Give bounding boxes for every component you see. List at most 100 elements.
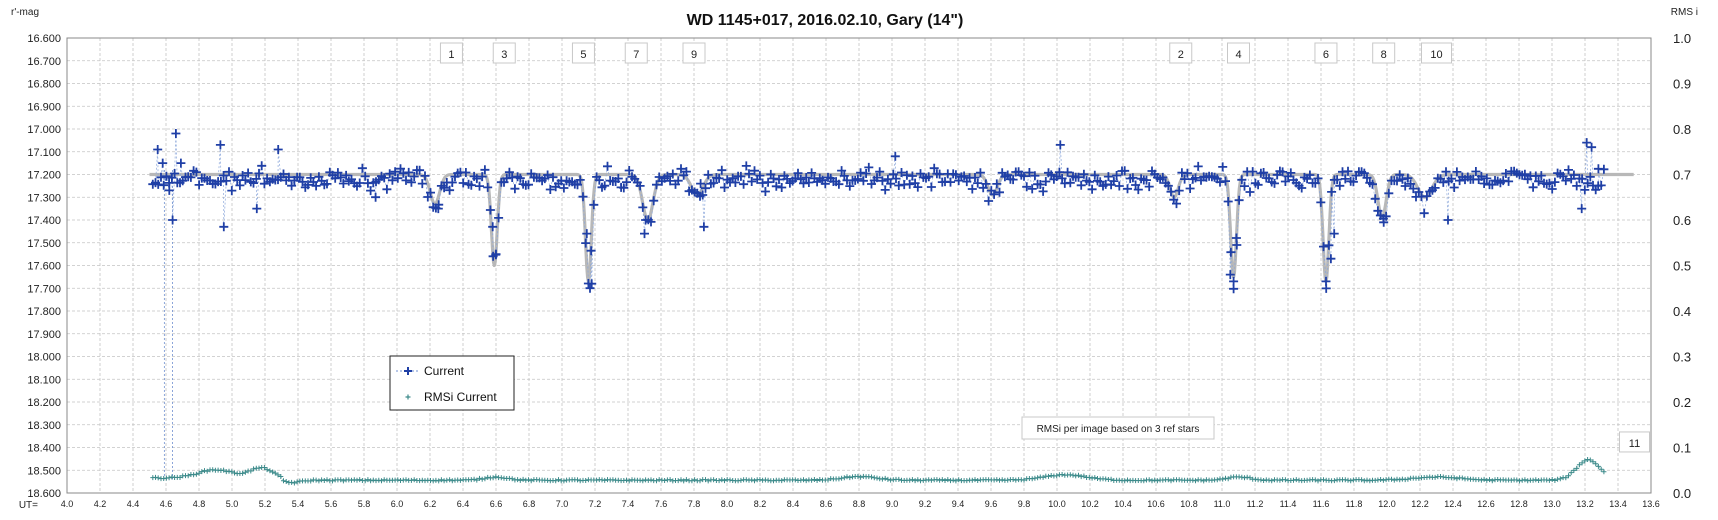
rms-data-point xyxy=(1593,461,1599,467)
current-data-point xyxy=(861,169,871,178)
y-tick-label-left: 16.600 xyxy=(27,33,61,45)
legend-current-text: Current xyxy=(424,364,465,378)
current-data-point xyxy=(477,172,487,182)
rms-data-point xyxy=(779,478,785,484)
current-data-point xyxy=(287,181,297,191)
legend-rms-text: RMSi Current xyxy=(424,390,497,404)
current-data-point xyxy=(1471,167,1481,176)
x-tick-label: 11.6 xyxy=(1313,499,1330,509)
x-tick-label: 5.0 xyxy=(226,499,239,509)
current-data-point xyxy=(393,173,403,183)
fragment-label-text: 9 xyxy=(691,49,697,61)
current-data-point xyxy=(1476,171,1486,181)
x-tick-label: 8.4 xyxy=(787,499,800,509)
current-data-point xyxy=(1074,172,1083,182)
rms-drop-lines xyxy=(163,169,174,480)
current-data-point xyxy=(1019,171,1029,181)
rms-data-point xyxy=(692,477,698,483)
y-tick-label-left: 17.200 xyxy=(27,170,61,182)
current-data-point xyxy=(760,187,770,196)
current-data-point xyxy=(1225,270,1235,280)
rms-data-point xyxy=(278,474,284,479)
rms-data-point xyxy=(1269,478,1275,484)
current-data-point xyxy=(156,172,166,182)
x-tick-label: 9.2 xyxy=(919,499,932,509)
current-data-point xyxy=(1120,166,1130,176)
current-data-point xyxy=(219,171,229,180)
current-data-point xyxy=(703,170,713,180)
current-data-point xyxy=(504,167,514,177)
rms-data-point xyxy=(1389,476,1394,482)
current-data-point xyxy=(975,168,985,178)
current-data-point xyxy=(238,171,248,180)
rms-data-point xyxy=(1563,475,1569,481)
current-data-point xyxy=(769,174,778,183)
y-tick-label-right: 0.1 xyxy=(1673,441,1691,456)
rms-data-point xyxy=(517,477,523,483)
current-data-point xyxy=(191,167,201,177)
rms-data-point xyxy=(1582,458,1588,464)
y-tick-label-right: 0.9 xyxy=(1673,77,1691,92)
current-data-point xyxy=(1055,140,1065,150)
current-data-point xyxy=(168,215,178,225)
current-data-point xyxy=(877,176,887,186)
x-tick-label: 5.6 xyxy=(325,499,338,509)
current-data-point xyxy=(622,177,631,187)
rms-data-point xyxy=(757,477,763,483)
current-data-point xyxy=(1193,161,1203,171)
current-data-point xyxy=(886,179,896,189)
rms-data-point xyxy=(1312,477,1318,483)
x-tick-label: 10.6 xyxy=(1147,499,1165,509)
current-data-point xyxy=(905,179,915,189)
current-data-point xyxy=(1270,178,1279,188)
y-tick-label-left: 17.900 xyxy=(27,329,61,341)
y-tick-label-left: 17.400 xyxy=(27,215,61,227)
rms-data-point xyxy=(1380,477,1386,483)
rms-data-point xyxy=(264,467,270,473)
current-data-point xyxy=(159,180,169,190)
current-data-point xyxy=(1253,180,1263,190)
current-data-point xyxy=(251,174,261,184)
rms-data-point xyxy=(896,476,902,482)
rms-data-point xyxy=(283,479,289,484)
current-data-point xyxy=(1112,171,1122,180)
current-data-point xyxy=(1229,284,1239,294)
rms-data-point xyxy=(847,475,853,481)
current-data-point xyxy=(1245,187,1255,197)
current-data-point xyxy=(1109,176,1119,186)
current-data-point xyxy=(638,202,648,212)
current-data-point xyxy=(1326,254,1336,264)
rms-data-point xyxy=(490,475,496,481)
current-data-point xyxy=(491,249,501,259)
rms-data-point xyxy=(602,477,608,483)
current-data-point xyxy=(1144,182,1154,192)
current-data-point xyxy=(774,175,784,184)
current-data-point xyxy=(366,186,376,196)
rms-data-point xyxy=(199,469,205,475)
rms-data-point xyxy=(357,477,363,483)
current-data-point xyxy=(1237,175,1247,185)
rms-data-point xyxy=(1557,476,1563,482)
current-data-point xyxy=(153,145,163,154)
current-data-point xyxy=(1583,178,1593,188)
current-data-point xyxy=(215,140,225,150)
current-data-point xyxy=(1123,184,1132,194)
current-data-point xyxy=(1384,188,1394,198)
y-tick-label-left: 17.000 xyxy=(27,124,61,136)
current-data-point xyxy=(254,168,264,178)
rms-data-point xyxy=(711,477,717,483)
y-tick-label-left: 16.700 xyxy=(27,56,61,68)
rms-data-point xyxy=(722,478,727,484)
rms-data-point xyxy=(1078,474,1084,480)
x-tick-label: 5.2 xyxy=(259,499,272,509)
x-tick-label: 6.2 xyxy=(424,499,437,509)
current-data-point xyxy=(926,182,936,192)
y-tick-label-left: 18.000 xyxy=(27,352,61,364)
rms-data-point xyxy=(1579,460,1585,466)
rms-data-point xyxy=(281,478,286,484)
current-data-point xyxy=(1313,173,1323,183)
current-data-point xyxy=(635,181,645,191)
rms-data-point xyxy=(705,478,711,484)
current-data-point xyxy=(259,179,269,189)
rms-data-point xyxy=(934,477,940,483)
